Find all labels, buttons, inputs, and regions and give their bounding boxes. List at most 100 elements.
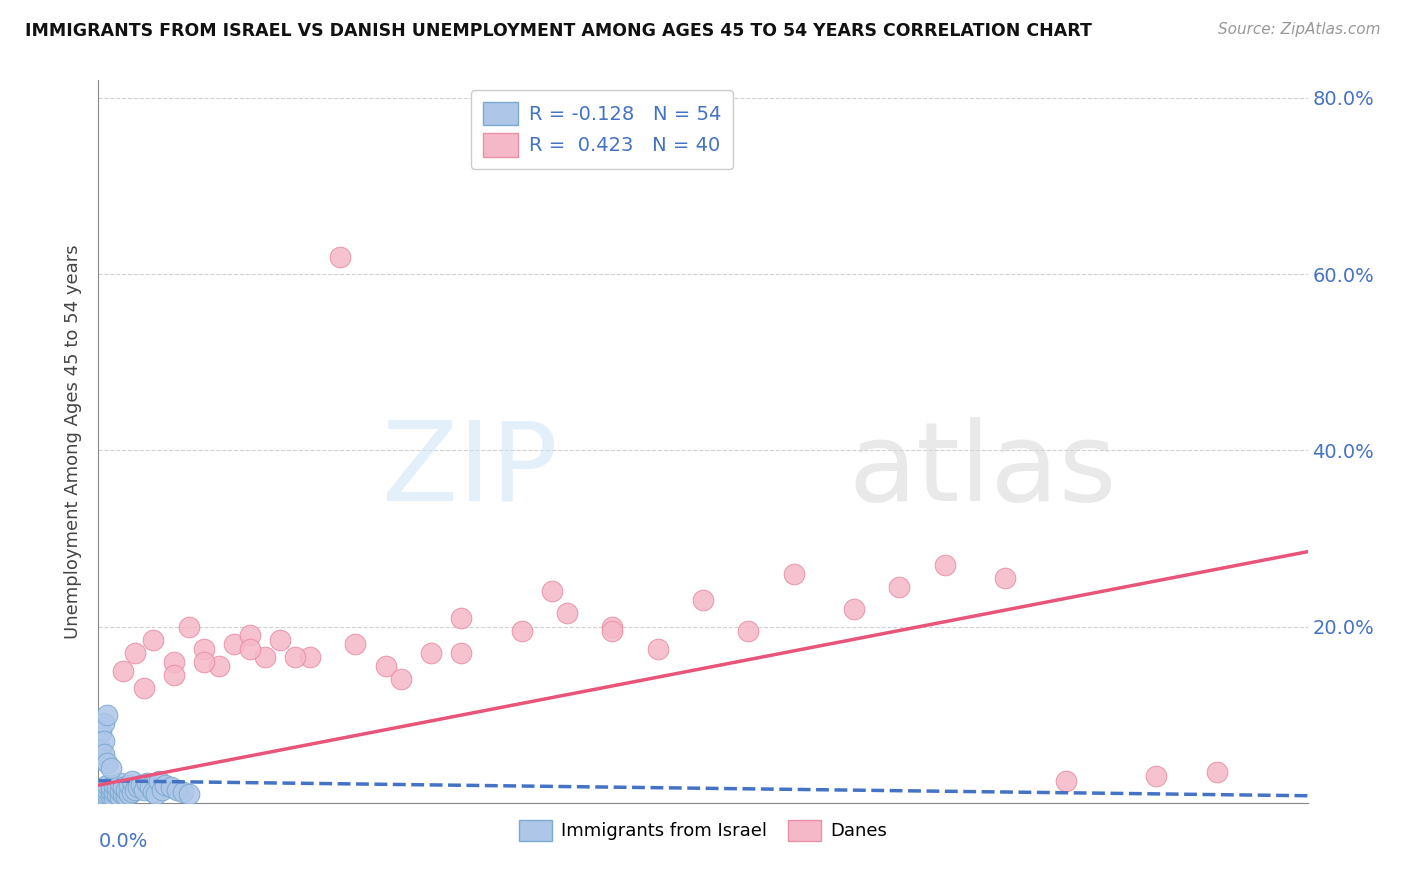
Point <box>96 707 118 722</box>
Point <box>783 566 806 581</box>
Point <box>127 780 149 794</box>
Point <box>96 782 118 797</box>
Point <box>139 780 162 794</box>
Point <box>114 782 136 797</box>
Point <box>179 619 201 633</box>
Point <box>269 632 291 647</box>
Point <box>555 607 578 621</box>
Point <box>148 773 170 788</box>
Point <box>510 624 533 638</box>
Point <box>103 785 125 799</box>
Point <box>90 752 112 766</box>
Point <box>108 784 131 798</box>
Point <box>93 716 115 731</box>
Point <box>111 780 134 794</box>
Point <box>1206 764 1229 779</box>
Point <box>420 646 443 660</box>
Point <box>100 780 122 794</box>
Point <box>602 619 624 633</box>
Point <box>118 778 141 792</box>
Point <box>692 593 714 607</box>
Point <box>93 785 115 799</box>
Point <box>1144 769 1167 783</box>
Point <box>90 791 112 805</box>
Point <box>96 778 118 792</box>
Point <box>93 747 115 762</box>
Point <box>450 611 472 625</box>
Point <box>153 778 176 792</box>
Point <box>142 632 165 647</box>
Point <box>96 791 118 805</box>
Legend: Immigrants from Israel, Danes: Immigrants from Israel, Danes <box>512 813 894 848</box>
Point <box>105 787 128 801</box>
Point <box>239 628 262 642</box>
Text: Source: ZipAtlas.com: Source: ZipAtlas.com <box>1218 22 1381 37</box>
Point <box>135 776 157 790</box>
Point <box>145 787 167 801</box>
Point <box>540 584 562 599</box>
Point <box>108 776 131 790</box>
Y-axis label: Unemployment Among Ages 45 to 54 years: Unemployment Among Ages 45 to 54 years <box>63 244 82 639</box>
Point <box>93 789 115 804</box>
Point <box>100 784 122 798</box>
Point <box>193 641 215 656</box>
Point <box>124 782 146 797</box>
Point <box>93 780 115 794</box>
Text: ZIP: ZIP <box>382 417 558 524</box>
Point <box>114 789 136 803</box>
Point <box>93 734 115 748</box>
Point <box>100 789 122 803</box>
Point <box>299 650 322 665</box>
Point <box>166 782 188 797</box>
Point <box>179 787 201 801</box>
Point <box>118 787 141 801</box>
Point <box>90 787 112 801</box>
Point <box>172 785 194 799</box>
Point <box>132 681 155 696</box>
Text: atlas: atlas <box>848 417 1116 524</box>
Point <box>142 785 165 799</box>
Point <box>329 250 352 264</box>
Point <box>150 782 173 797</box>
Point <box>121 773 143 788</box>
Point <box>224 637 246 651</box>
Point <box>163 668 186 682</box>
Point <box>105 780 128 794</box>
Point <box>374 659 396 673</box>
Point <box>111 787 134 801</box>
Point <box>889 580 911 594</box>
Point <box>163 655 186 669</box>
Point <box>844 602 866 616</box>
Point <box>96 756 118 771</box>
Point <box>1054 773 1077 788</box>
Point <box>132 782 155 797</box>
Point <box>121 785 143 799</box>
Point <box>344 637 367 651</box>
Point <box>193 655 215 669</box>
Point <box>111 664 134 678</box>
Point <box>90 725 112 739</box>
Point <box>602 624 624 638</box>
Point <box>994 571 1017 585</box>
Point <box>124 646 146 660</box>
Point <box>934 558 956 572</box>
Point <box>389 673 412 687</box>
Point <box>129 778 152 792</box>
Point <box>90 743 112 757</box>
Point <box>103 790 125 805</box>
Point <box>160 780 183 794</box>
Point <box>284 650 307 665</box>
Point <box>100 760 122 774</box>
Point <box>96 787 118 801</box>
Text: 0.0%: 0.0% <box>98 831 148 851</box>
Point <box>253 650 276 665</box>
Point <box>647 641 669 656</box>
Point <box>737 624 759 638</box>
Point <box>93 793 115 807</box>
Text: IMMIGRANTS FROM ISRAEL VS DANISH UNEMPLOYMENT AMONG AGES 45 TO 54 YEARS CORRELAT: IMMIGRANTS FROM ISRAEL VS DANISH UNEMPLO… <box>25 22 1092 40</box>
Point <box>90 782 112 797</box>
Point <box>208 659 231 673</box>
Point <box>103 778 125 792</box>
Point <box>239 641 262 656</box>
Point <box>108 789 131 804</box>
